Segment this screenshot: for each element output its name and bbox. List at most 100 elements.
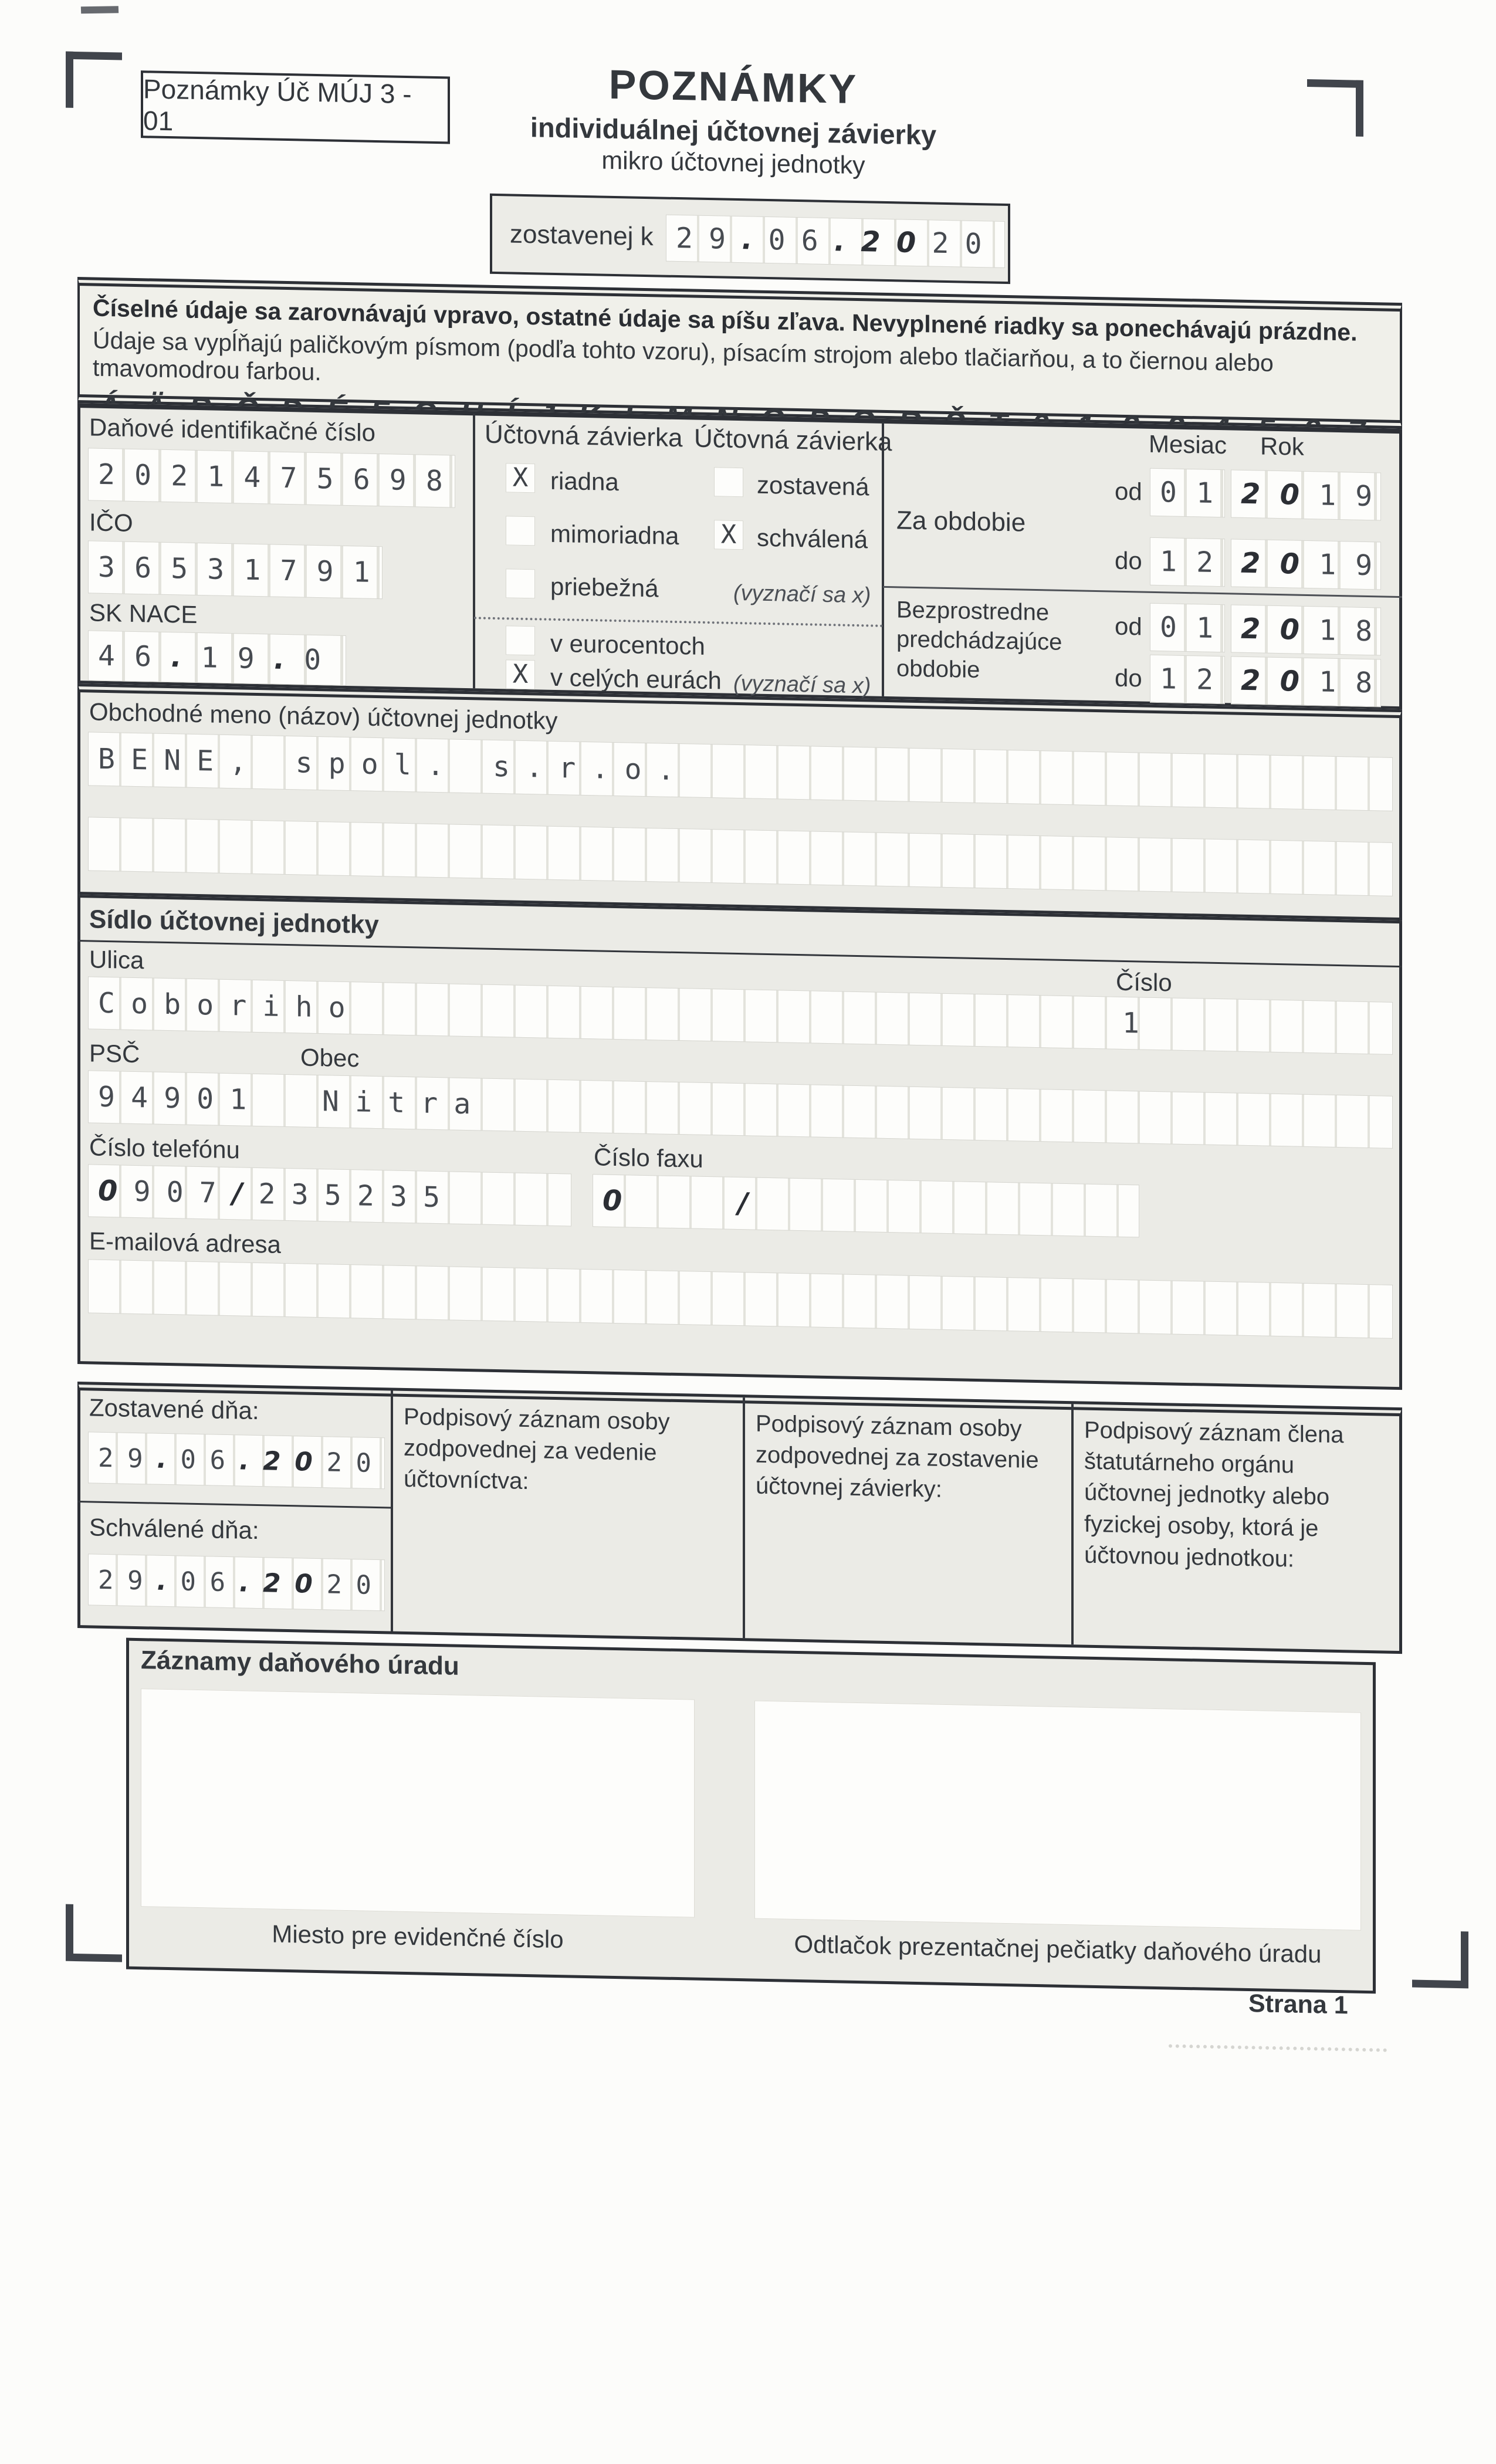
telefon-cells: 0 907/235235 (88, 1164, 571, 1227)
period-year-cells: 20 18 (1231, 604, 1392, 656)
tel-area-value: 907 (133, 1175, 232, 1210)
option-label-mimoriadna: mimoriadna (550, 519, 679, 550)
mark-note: (vyznačí sa x) (733, 580, 871, 608)
signature-divider (1071, 1404, 1074, 1645)
psc-value: 94901 (98, 1080, 263, 1117)
ico-label: IČO (89, 508, 133, 537)
date-year: 20 (326, 1569, 385, 1600)
zostavene-dna-label: Zostavené dňa: (89, 1393, 259, 1425)
option-label-priebezna: priebežná (550, 572, 659, 603)
option-label-schvalena: schválená (757, 523, 868, 554)
date-day: 29 (98, 1565, 157, 1596)
zavierka-col2-header: Účtovná závierka (694, 424, 892, 457)
checkbox-cele-eura: X (506, 659, 535, 690)
sk-nace-cells: 46. 19. 0 (88, 630, 346, 686)
option-label-zostavena: zostavená (757, 471, 869, 501)
stamp-panel (754, 1700, 1361, 1931)
date-dot: . (157, 1566, 181, 1596)
date-century-preprinted: 20 (263, 1568, 327, 1599)
date-day: 29 (676, 221, 742, 256)
checkbox-zostavena (714, 467, 743, 497)
tax-office-label: Záznamy daňového úradu (141, 1646, 459, 1681)
period-prefix: od (1115, 477, 1142, 506)
sk-nace-dot: . (273, 642, 304, 676)
date-year: 20 (326, 1447, 385, 1478)
year-value: 19 (1319, 479, 1392, 513)
signature-divider (391, 1390, 393, 1632)
compiled-date-box: zostavenej k 29. 06. 20 20 (490, 193, 1010, 285)
rok-header: Rok (1260, 432, 1304, 461)
date-year: 20 (932, 226, 998, 261)
date-dot: . (834, 225, 861, 259)
page-number: Strana 1 (1248, 1989, 1348, 2020)
period-year-cells: 20 18 (1231, 656, 1392, 708)
checkbox-priebezna (506, 568, 535, 599)
option-label-riadna: riadna (550, 466, 619, 496)
ico-value-cells: 36531791 (88, 540, 390, 600)
checkbox-schvalena: X (714, 519, 743, 550)
schvalene-date-cells: 29. 06. 20 20 (88, 1553, 385, 1612)
table-divider (473, 414, 475, 689)
zostavene-date-cells: 29. 06. 20 20 (88, 1431, 385, 1490)
fax-cells: 0/ (593, 1174, 1139, 1238)
predch-obdobie-line3: obdobie (896, 655, 980, 683)
year-century-preprinted: 20 (1241, 477, 1319, 512)
sk-nace-part: 46 (98, 639, 171, 674)
year-value: 18 (1319, 614, 1392, 648)
option-label-cele-eura: v celých eurách (550, 663, 722, 695)
year-value: 19 (1319, 548, 1392, 583)
mark-note: (vyznačí sa x) (733, 671, 871, 699)
evidence-number-panel (141, 1688, 695, 1918)
compiled-date-label: zostavenej k (510, 219, 654, 251)
cislo-value: 1 (1122, 1006, 1156, 1040)
fax-label: Číslo faxu (594, 1143, 703, 1173)
dic-label: Daňové identifikačné číslo (89, 413, 375, 446)
tel-slash-preprinted: / (232, 1177, 259, 1211)
telefon-label: Číslo telefónu (89, 1133, 240, 1164)
fax-slash-preprinted: / (737, 1187, 764, 1220)
corner-mark-top-left-arm (66, 51, 73, 108)
tel-prefix-preprinted: 0 (98, 1174, 134, 1208)
corner-mark-bottom-left (66, 1904, 73, 1961)
corner-mark-bottom-left-arm (66, 1953, 122, 1962)
compiled-date-cells: 29. 06. 20 20 (666, 214, 1005, 268)
checkbox-eurocenty (506, 625, 535, 656)
date-month: 06 (768, 224, 834, 258)
date-dot: . (239, 1567, 263, 1598)
sk-nace-dot: . (171, 641, 201, 675)
scan-artifact (1169, 2044, 1387, 2052)
mesiac-header: Mesiac (1149, 429, 1227, 459)
date-dot: . (239, 1445, 263, 1476)
signature-col2-caption: Podpisový záznam osoby zodpovednej za ve… (404, 1403, 670, 1495)
zavierka-col1-header: Účtovná závierka (485, 419, 683, 453)
fax-prefix-preprinted: 0 (603, 1184, 638, 1218)
za-obdobie-label: Za obdobie (896, 506, 1026, 537)
date-dot: . (157, 1444, 181, 1474)
corner-mark-bottom-right (1461, 1931, 1468, 1988)
signature-col3-caption: Podpisový záznam osoby zodpovednej za zo… (756, 1410, 1039, 1503)
instructions-box: Číselné údaje sa zarovnávajú vpravo, ost… (77, 277, 1402, 480)
sk-nace-label: SK NACE (89, 598, 198, 629)
sk-nace-part: 0 (304, 643, 341, 677)
dic-value-cells: 2021475698 (88, 448, 462, 508)
corner-mark-bottom-right-arm (1412, 1979, 1468, 1989)
option-label-eurocenty: v eurocentoch (550, 629, 705, 660)
psc-label: PSČ (89, 1039, 140, 1068)
date-century-preprinted: 20 (263, 1446, 327, 1477)
date-day: 29 (98, 1443, 157, 1474)
predch-obdobie-line1: Bezprostredne (896, 597, 1050, 626)
year-century-preprinted: 20 (1241, 546, 1319, 581)
year-value: 18 (1319, 665, 1392, 700)
signature-col4-caption: Podpisový záznam člena štatutárneho orgá… (1084, 1417, 1344, 1572)
checkbox-mimoriadna (506, 516, 535, 546)
predch-obdobie-line2: predchádzajúce (896, 626, 1062, 655)
period-prefix: od (1115, 612, 1142, 641)
obec-label: Obec (300, 1043, 360, 1072)
year-century-preprinted: 20 (1241, 612, 1319, 647)
date-century-preprinted: 20 (861, 225, 932, 260)
corner-mark-top-right (1307, 79, 1363, 88)
obec-value: Nitra (322, 1085, 487, 1121)
scan-artifact (80, 6, 119, 14)
